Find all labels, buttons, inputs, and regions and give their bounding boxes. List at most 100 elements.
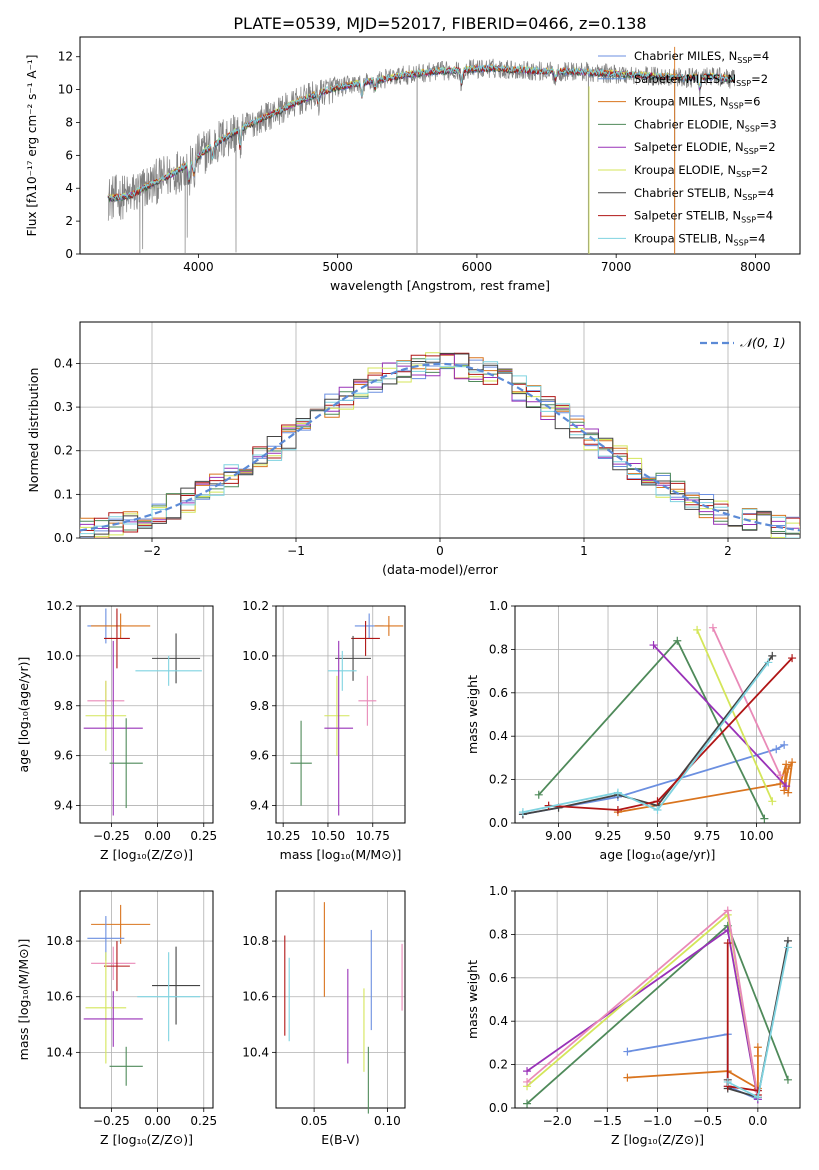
plus-marker	[784, 788, 793, 797]
legend-label: Salpeter ELODIE, NSSP=2	[634, 140, 776, 156]
x-tick-label: 10.75	[356, 829, 390, 843]
y-tick-label: 9.8	[54, 699, 73, 713]
axes-frame	[514, 605, 801, 824]
plus-marker	[653, 797, 662, 806]
plus-marker	[783, 1075, 792, 1084]
y-tick-label: 0.4	[489, 729, 508, 743]
legend-label: 𝒩(0, 1)	[740, 335, 786, 350]
x-axis-label: mass [log₁₀(M/M⊙)]	[280, 847, 402, 862]
x-tick-label: 0.0	[748, 1114, 767, 1128]
plus-marker	[780, 740, 789, 749]
plus-marker	[534, 790, 543, 799]
plus-marker	[518, 808, 527, 817]
plus-marker	[649, 641, 658, 650]
y-tick-label: 0.0	[489, 1101, 508, 1115]
axes-frame	[79, 605, 214, 824]
y-tick-label: 9.6	[54, 749, 73, 763]
legend-label: Salpeter MILES, NSSP=2	[634, 72, 768, 88]
x-tick-label: 9.75	[694, 829, 721, 843]
y-tick-label: 0.0	[54, 531, 73, 545]
x-tick-label: 6000	[462, 260, 493, 274]
plus-marker	[708, 623, 717, 632]
plus-marker	[653, 805, 662, 814]
y-tick-label: 10.4	[242, 1045, 269, 1059]
x-tick-label: 2	[724, 544, 732, 558]
plus-marker	[753, 1043, 762, 1052]
plus-marker	[523, 1077, 532, 1086]
plus-marker	[723, 939, 732, 948]
x-tick-label: 0.00	[144, 1114, 171, 1128]
y-axis-label: mass weight	[465, 675, 480, 754]
x-tick-label: 5000	[322, 260, 353, 274]
x-axis-label: Z [log₁₀(Z/Z⊙)]	[611, 1132, 704, 1147]
y-tick-label: 10.6	[46, 990, 73, 1004]
y-tick-label: 0.6	[489, 971, 508, 985]
plus-marker	[772, 745, 781, 754]
y-tick-label: 0.1	[54, 487, 73, 501]
plus-marker	[723, 1077, 732, 1086]
y-tick-label: 0.2	[489, 1058, 508, 1072]
legend-label: Chabrier ELODIE, NSSP=3	[634, 117, 777, 133]
x-tick-label: 1	[580, 544, 588, 558]
y-tick-label: 9.6	[250, 749, 269, 763]
plus-marker	[782, 782, 791, 791]
x-tick-label: 0.25	[190, 829, 217, 843]
axes-frame	[514, 890, 801, 1109]
legend-label: Salpeter STELIB, NSSP=4	[634, 209, 773, 225]
x-tick-label: 9.25	[595, 829, 622, 843]
mass-weight-vs-z-panel: −2.0 −1.5 −1.0 −0.5 0.0 0.0 0.2 0.4 0.6 0.8 1.0 Z […	[465, 884, 801, 1147]
plus-marker	[693, 625, 702, 634]
x-tick-label: −0.5	[693, 1114, 722, 1128]
y-tick-label: 1.0	[489, 884, 508, 898]
y-tick-label: 10	[58, 83, 73, 97]
mass-weight-vs-age-panel: 9.00 9.25 9.50 9.75 10.00 0.0 0.2 0.4 0.6 0.8 1.0 a…	[465, 599, 801, 862]
figure-title: PLATE=0539, MJD=52017, FIBERID=0466, z=0…	[233, 14, 646, 33]
x-axis-label: (data-model)/error	[382, 562, 499, 577]
y-tick-label: 0.3	[54, 400, 73, 414]
x-tick-label: 8000	[740, 260, 771, 274]
x-tick-label: −0.25	[93, 1114, 130, 1128]
y-tick-label: 0.6	[489, 686, 508, 700]
x-tick-label: 10.00	[739, 829, 773, 843]
x-tick-label: −1	[287, 544, 305, 558]
y-tick-label: 0.0	[489, 816, 508, 830]
age-vs-z-panel: −0.25 0.00 0.25 9.4 9.6 9.8 10.0 10.2 Z [log₁₀(Z…	[16, 599, 217, 862]
x-tick-label: 9.50	[644, 829, 671, 843]
y-axis-label: Flux [fλ10⁻¹⁷ erg cm⁻² s⁻¹ A⁻¹]	[25, 55, 39, 237]
residual-histogram	[80, 352, 800, 538]
residuals-panel: −2 −1 0 1 2 0.0 0.1 0.2 0.3 0.4 (data-model)/error…	[26, 321, 801, 577]
legend-label: Kroupa ELODIE, NSSP=2	[634, 163, 768, 179]
y-tick-label: 0	[65, 247, 73, 261]
x-axis-label: age [log₁₀(age/yr)]	[600, 847, 716, 862]
mass-weight-line	[696, 629, 774, 802]
plus-marker	[623, 1047, 632, 1056]
y-axis-label: mass [log₁₀(M/M⊙)]	[16, 939, 31, 1061]
x-tick-label: 0.25	[190, 1114, 217, 1128]
y-tick-label: 1.0	[489, 599, 508, 613]
legend-label: Kroupa STELIB, NSSP=4	[634, 231, 765, 247]
y-axis-label: age [log₁₀(age/yr)]	[16, 657, 31, 773]
y-tick-label: 10.0	[46, 649, 73, 663]
plus-marker	[760, 814, 769, 823]
x-tick-label: 0.05	[301, 1114, 328, 1128]
x-tick-label: −2.0	[543, 1114, 572, 1128]
plus-marker	[768, 651, 777, 660]
y-tick-label: 10.8	[46, 934, 73, 948]
mass-weight-line	[548, 657, 793, 811]
x-tick-label: 10.50	[311, 829, 345, 843]
plus-marker	[753, 1093, 762, 1102]
x-tick-label: 9.00	[545, 829, 572, 843]
mass-vs-z-panel: −0.25 0.00 0.25 10.4 10.6 10.8 Z [log₁₀(Z/Z⊙)]…	[16, 890, 217, 1147]
mass-weight-line	[522, 661, 770, 813]
mass-weight-line	[627, 1047, 759, 1098]
axes-frame	[79, 36, 801, 255]
plus-marker	[783, 943, 792, 952]
legend-label: Chabrier STELIB, NSSP=4	[634, 186, 774, 202]
x-tick-label: 0	[436, 544, 444, 558]
plus-marker	[523, 1099, 532, 1108]
plus-marker	[753, 1051, 762, 1060]
y-tick-label: 10.2	[242, 599, 269, 613]
x-tick-label: 7000	[601, 260, 632, 274]
y-tick-label: 8	[65, 115, 73, 129]
y-tick-label: 0.2	[489, 773, 508, 787]
